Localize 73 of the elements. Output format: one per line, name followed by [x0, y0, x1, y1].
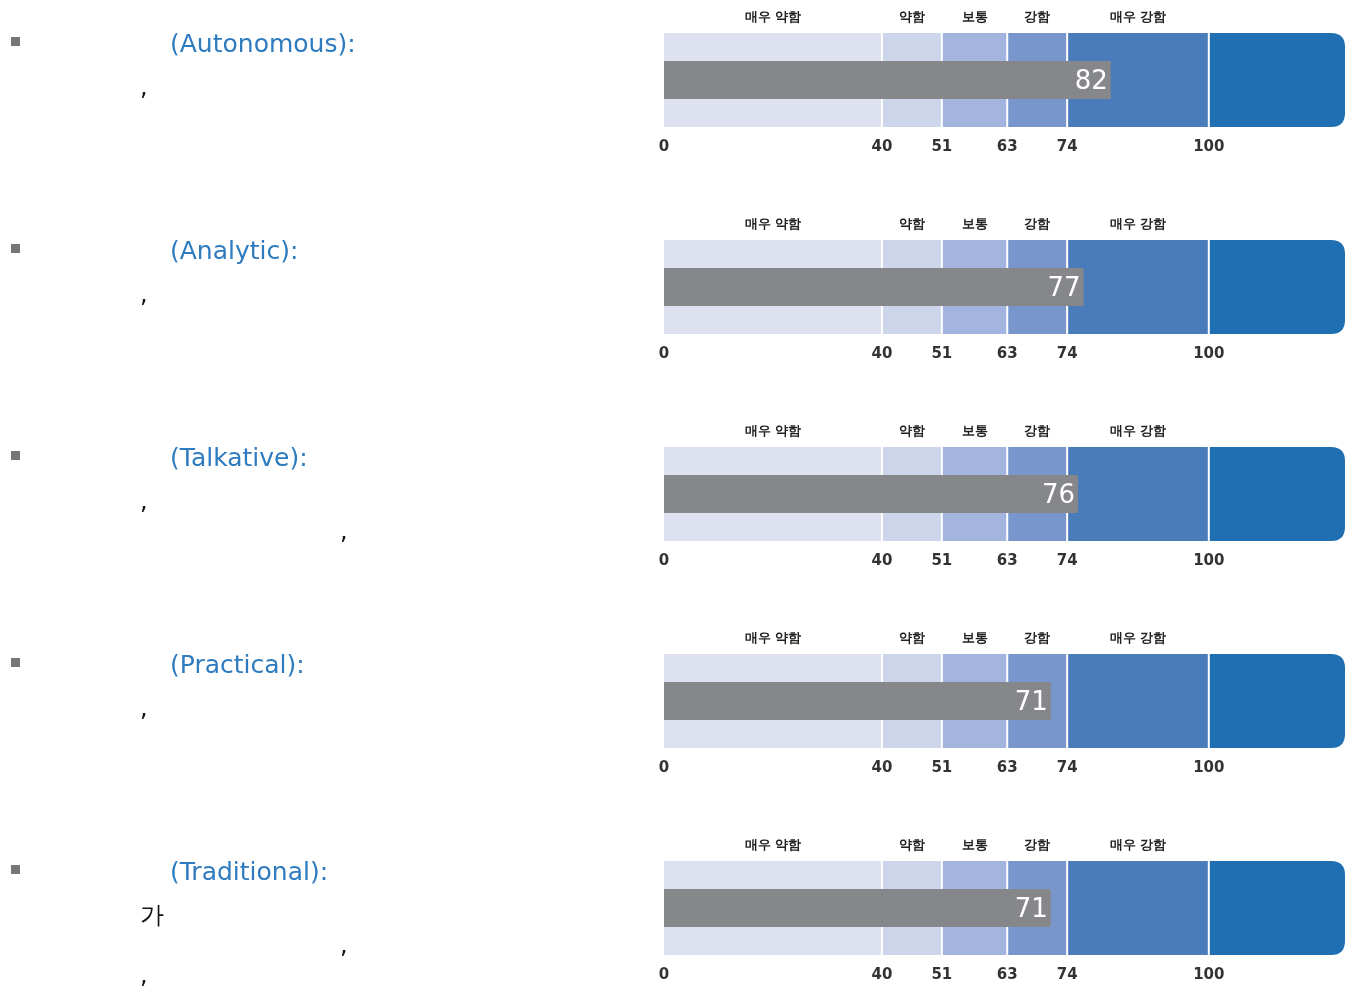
band-label: 약함 [898, 837, 925, 852]
text: (Analytic): [170, 236, 299, 265]
band-label: 보통 [961, 630, 988, 645]
x-tick-label: 0 [658, 965, 670, 983]
text: , [140, 694, 148, 722]
text: , [340, 517, 348, 545]
data-label: 77 [1047, 272, 1081, 302]
x-tick-label: 40 [871, 758, 893, 776]
x-tick-label: 74 [1056, 758, 1078, 776]
text: 가 [140, 901, 164, 929]
band-label: 약함 [898, 423, 925, 438]
band-label: 약함 [898, 630, 925, 645]
x-tick-label: 100 [1193, 344, 1225, 362]
x-tick-label: 63 [996, 344, 1018, 362]
text: , [140, 73, 148, 101]
data-label: 71 [1014, 686, 1048, 716]
x-tick-label: 63 [996, 758, 1018, 776]
data-label: 82 [1074, 65, 1108, 95]
band-label: 보통 [961, 9, 988, 24]
x-tick-label: 74 [1056, 551, 1078, 569]
band-label: 매우 강함 [1109, 9, 1167, 24]
x-tick-label: 0 [658, 551, 670, 569]
band-label: 강함 [1024, 837, 1051, 852]
x-tick-label: 40 [871, 344, 893, 362]
text: (Practical): [170, 650, 305, 679]
x-tick-label: 74 [1056, 344, 1078, 362]
band-label: 매우 강함 [1109, 837, 1167, 852]
x-tick-label: 74 [1056, 137, 1078, 155]
x-tick-label: 40 [871, 137, 893, 155]
x-tick-label: 100 [1193, 965, 1225, 983]
band-label: 약함 [898, 216, 925, 231]
x-tick-label: 51 [931, 965, 953, 983]
x-tick-label: 0 [658, 758, 670, 776]
text: , [140, 487, 148, 515]
x-tick-label: 100 [1193, 137, 1225, 155]
text: , [140, 961, 148, 989]
band-label: 매우 약함 [744, 837, 802, 852]
x-tick-label: 0 [658, 344, 670, 362]
band-label: 매우 약함 [744, 9, 802, 24]
text: , [140, 280, 148, 308]
band-label: 매우 강함 [1109, 423, 1167, 438]
band-label: 약함 [898, 9, 925, 24]
text: (Traditional): [170, 857, 329, 886]
band-label: 강함 [1024, 423, 1051, 438]
x-tick-label: 0 [658, 137, 670, 155]
band-label: 보통 [961, 216, 988, 231]
data-label: 71 [1014, 893, 1048, 923]
x-tick-label: 100 [1193, 551, 1225, 569]
band-label: 강함 [1024, 216, 1051, 231]
text: , [340, 931, 348, 959]
x-tick-label: 63 [996, 965, 1018, 983]
text: (Autonomous): [170, 29, 356, 58]
band-label: 매우 약함 [744, 216, 802, 231]
x-tick-label: 63 [996, 137, 1018, 155]
x-tick-label: 74 [1056, 965, 1078, 983]
band-label: 보통 [961, 423, 988, 438]
x-tick-label: 51 [931, 758, 953, 776]
x-tick-label: 40 [871, 965, 893, 983]
band-label: 강함 [1024, 630, 1051, 645]
x-tick-label: 40 [871, 551, 893, 569]
band-label: 보통 [961, 837, 988, 852]
data-label: 76 [1041, 479, 1076, 509]
band-label: 강함 [1024, 9, 1051, 24]
band-label: 매우 약함 [744, 630, 802, 645]
x-tick-label: 51 [931, 137, 953, 155]
x-tick-label: 51 [931, 551, 953, 569]
band-label: 매우 강함 [1109, 630, 1167, 645]
band-label: 매우 강함 [1109, 216, 1167, 231]
band-label: 매우 약함 [744, 423, 802, 438]
x-tick-label: 63 [996, 551, 1018, 569]
x-tick-label: 100 [1193, 758, 1225, 776]
text: (Talkative): [170, 443, 308, 472]
x-tick-label: 51 [931, 344, 953, 362]
